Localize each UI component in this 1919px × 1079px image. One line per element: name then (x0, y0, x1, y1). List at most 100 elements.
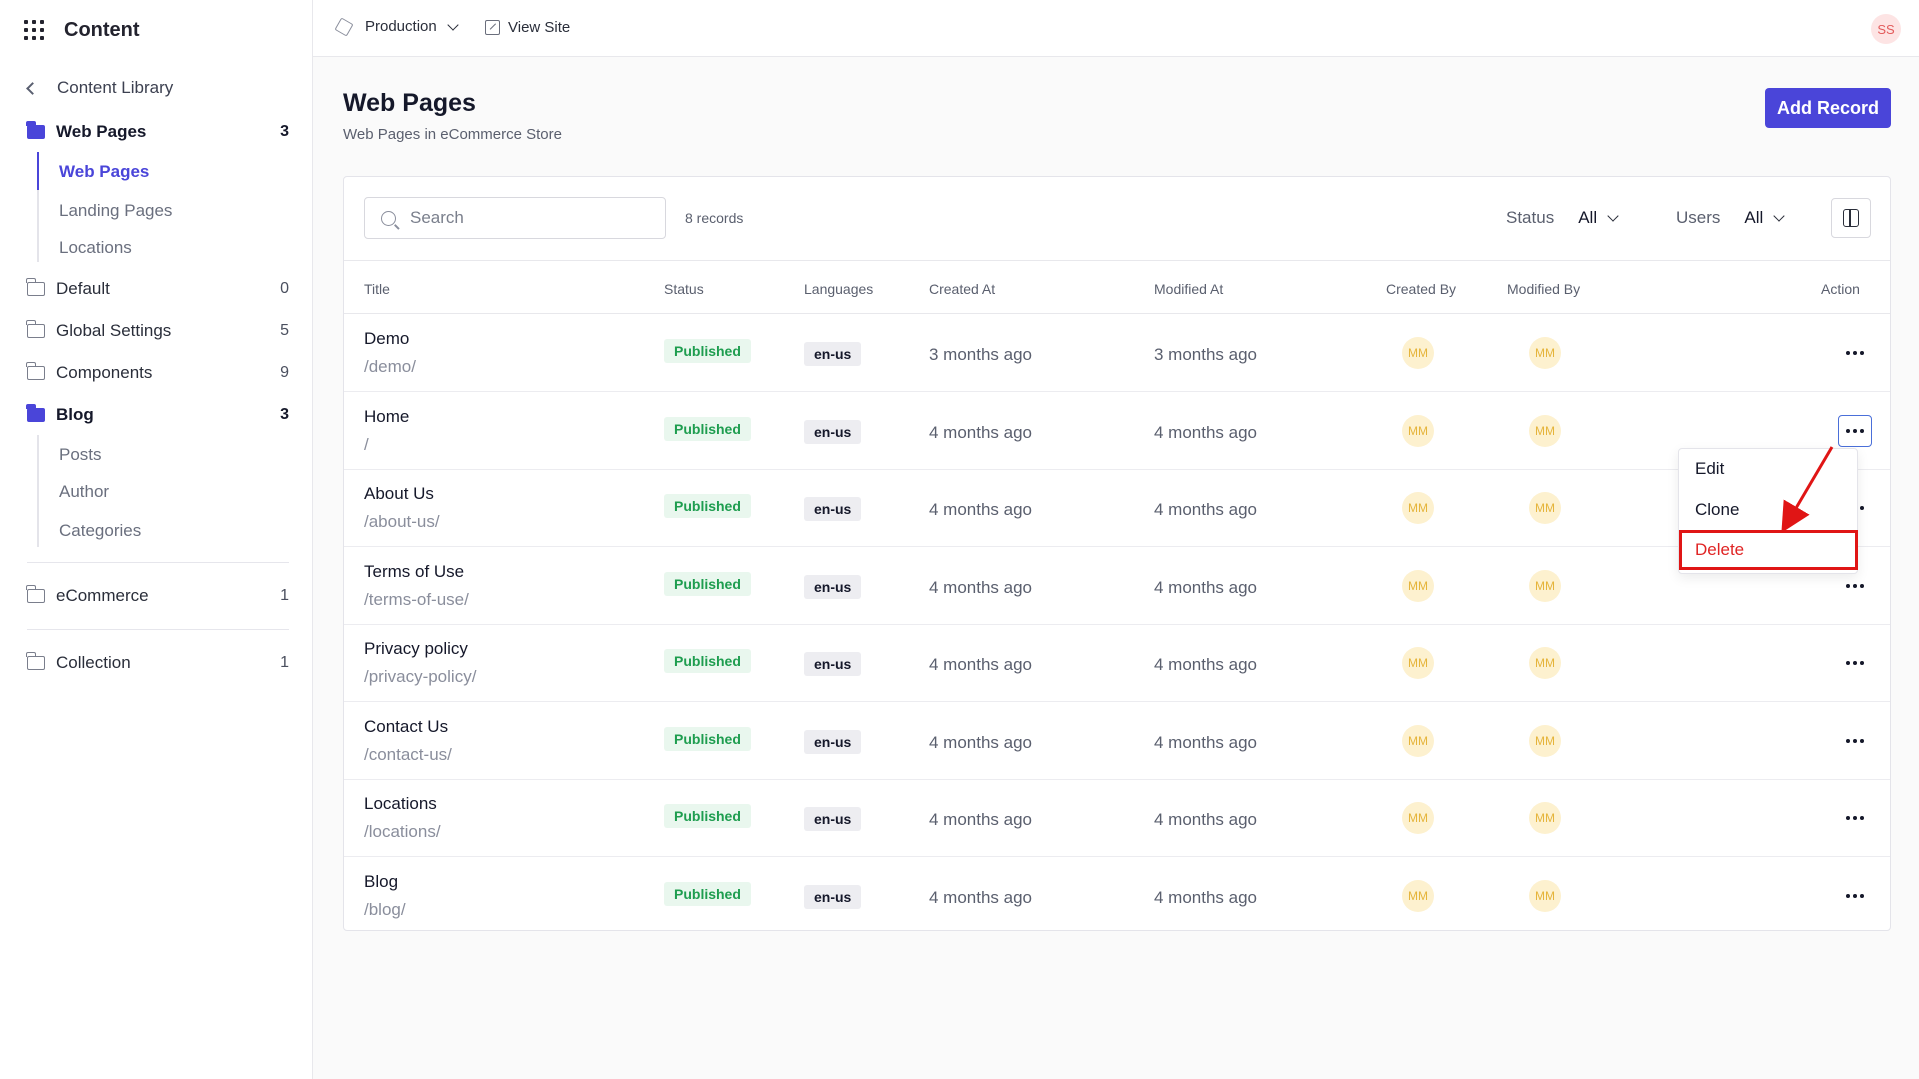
content-library-label: Content Library (57, 78, 174, 97)
modified-by-avatar: MM (1529, 414, 1561, 447)
add-record-button[interactable]: Add Record (1765, 88, 1891, 128)
row-actions-button[interactable] (1838, 337, 1872, 369)
row-title[interactable]: About Us (364, 484, 434, 503)
content-library-back[interactable]: Content Library (26, 78, 174, 98)
search-box[interactable] (364, 197, 666, 239)
row-slug: /about-us/ (364, 512, 440, 531)
dot (1860, 351, 1864, 355)
table-row[interactable]: Blog/blog/Published en-us 4 months ago 4 mo… (344, 858, 1890, 935)
menu-item-clone[interactable]: Clone (1695, 500, 1740, 519)
language-badge: en-us (804, 652, 862, 676)
folder-open-icon (26, 404, 45, 422)
row-title[interactable]: Terms of Use (364, 561, 465, 581)
environment-selector[interactable]: Production (334, 16, 459, 37)
dot (1853, 583, 1857, 588)
row-title[interactable]: Privacy policy (364, 639, 468, 658)
modified-at: 3 months ago (1154, 345, 1258, 364)
table-row[interactable]: Demo/demo/Published en-us 3 months ago 3 mo… (344, 315, 1890, 392)
sidebar-item-ecommerce[interactable]: eCommerce 1 (26, 583, 289, 609)
chevron-down-icon (1607, 210, 1619, 222)
row-title[interactable]: Locations (364, 794, 437, 813)
row-actions-button[interactable] (1838, 570, 1872, 602)
row-actions-button[interactable] (1838, 647, 1872, 679)
created-by-avatar: MM (1402, 647, 1434, 679)
table-row[interactable]: Contact Us/contact-us/Published en-us 4 mo… (344, 703, 1890, 780)
table-row[interactable]: Privacy policy/privacy-policy/Published e… (344, 625, 1890, 702)
sidebar: Content Content Library Web Pages 3 Web … (0, 0, 313, 1079)
column-header-status[interactable]: Status (664, 281, 704, 297)
modified-by-avatar: MM (1529, 569, 1561, 602)
table-row[interactable]: Terms of Use/terms-of-use/Published en-us… (344, 548, 1890, 625)
sidebar-subitem-web-pages[interactable]: Web Pages (59, 162, 150, 181)
menu-item-delete[interactable]: Delete (1695, 540, 1745, 559)
columns-icon (1843, 209, 1859, 227)
status-badge: Published (664, 726, 751, 751)
user-avatar[interactable]: SS (1871, 14, 1901, 44)
row-title[interactable]: Home (364, 406, 410, 426)
menu-item-edit[interactable]: Edit (1695, 459, 1725, 478)
search-input[interactable] (410, 208, 650, 228)
sidebar-item-collection[interactable]: Collection 1 (26, 650, 289, 676)
row-actions-button[interactable] (1838, 414, 1872, 447)
dot (1860, 816, 1864, 820)
created-by-avatar: MM (1402, 414, 1434, 447)
column-header-title[interactable]: Title (364, 281, 390, 297)
sidebar-subitem-posts[interactable]: Posts (59, 445, 102, 464)
created-by-avatar: MM (1402, 802, 1434, 834)
sidebar-item-components[interactable]: Components 9 (26, 360, 289, 386)
dot (1860, 738, 1864, 743)
sidebar-item-web-pages[interactable]: Web Pages 3 (26, 119, 289, 145)
row-actions-button[interactable] (1838, 880, 1872, 912)
column-header-created-at[interactable]: Created At (929, 281, 996, 297)
status-badge: Published (664, 571, 751, 596)
view-site-label: View Site (508, 19, 571, 36)
status-badge: Published (664, 494, 751, 518)
column-header-modified-at[interactable]: Modified At (1154, 281, 1224, 297)
folder-icon (26, 362, 45, 380)
dot (1853, 893, 1857, 898)
sidebar-subitem-locations[interactable]: Locations (59, 238, 132, 257)
column-header-created-by[interactable]: Created By (1386, 281, 1457, 297)
users-filter[interactable]: Users All (1676, 208, 1785, 228)
row-title[interactable]: Blog (364, 871, 399, 891)
sidebar-item-count: 9 (280, 364, 289, 381)
status-filter-label: Status (1506, 208, 1555, 227)
table-row[interactable]: About Us/about-us/Published en-us 4 months… (344, 470, 1890, 547)
created-by-avatar: MM (1402, 879, 1434, 912)
row-title[interactable]: Demo (364, 329, 410, 348)
dot (1860, 583, 1864, 588)
row-slug: / (364, 434, 369, 454)
dot (1846, 893, 1850, 898)
row-actions-button[interactable] (1838, 725, 1872, 757)
status-filter[interactable]: Status All (1506, 208, 1619, 228)
row-slug: /demo/ (364, 357, 416, 376)
sidebar-item-global-settings[interactable]: Global Settings 5 (26, 318, 289, 344)
table-row[interactable]: Home / Published en-us 4 months ago 4 months … (344, 393, 1890, 470)
column-header-languages[interactable]: Languages (804, 281, 874, 297)
status-filter-value: All (1578, 208, 1598, 227)
columns-toggle-button[interactable] (1831, 198, 1871, 238)
sidebar-subitem-landing-pages[interactable]: Landing Pages (59, 201, 173, 220)
column-header-modified-by[interactable]: Modified By (1507, 281, 1581, 297)
created-by-avatar: MM (1402, 724, 1434, 757)
dot (1846, 428, 1850, 433)
language-badge: en-us (804, 419, 862, 444)
created-at: 4 months ago (929, 577, 1033, 597)
apps-grid-icon[interactable] (24, 20, 44, 40)
sidebar-item-label: Global Settings (56, 321, 172, 340)
sidebar-item-blog[interactable]: Blog 3 (26, 402, 289, 428)
sidebar-subitem-author[interactable]: Author (59, 482, 110, 501)
status-badge: Published (664, 804, 751, 828)
view-site-link[interactable]: View Site (485, 19, 570, 36)
sidebar-item-count: 0 (280, 280, 289, 297)
row-actions-button[interactable] (1838, 802, 1872, 834)
sidebar-item-label: Collection (56, 653, 131, 672)
dot (1853, 738, 1857, 743)
created-at: 4 months ago (929, 500, 1033, 519)
sidebar-item-default[interactable]: Default 0 (26, 276, 289, 302)
dot (1846, 738, 1850, 743)
row-title[interactable]: Contact Us (364, 716, 449, 736)
sidebar-subitem-categories[interactable]: Categories (59, 521, 142, 540)
modified-by-avatar: MM (1529, 492, 1561, 524)
table-row[interactable]: Locations/locations/Published en-us 4 mont… (344, 780, 1890, 857)
